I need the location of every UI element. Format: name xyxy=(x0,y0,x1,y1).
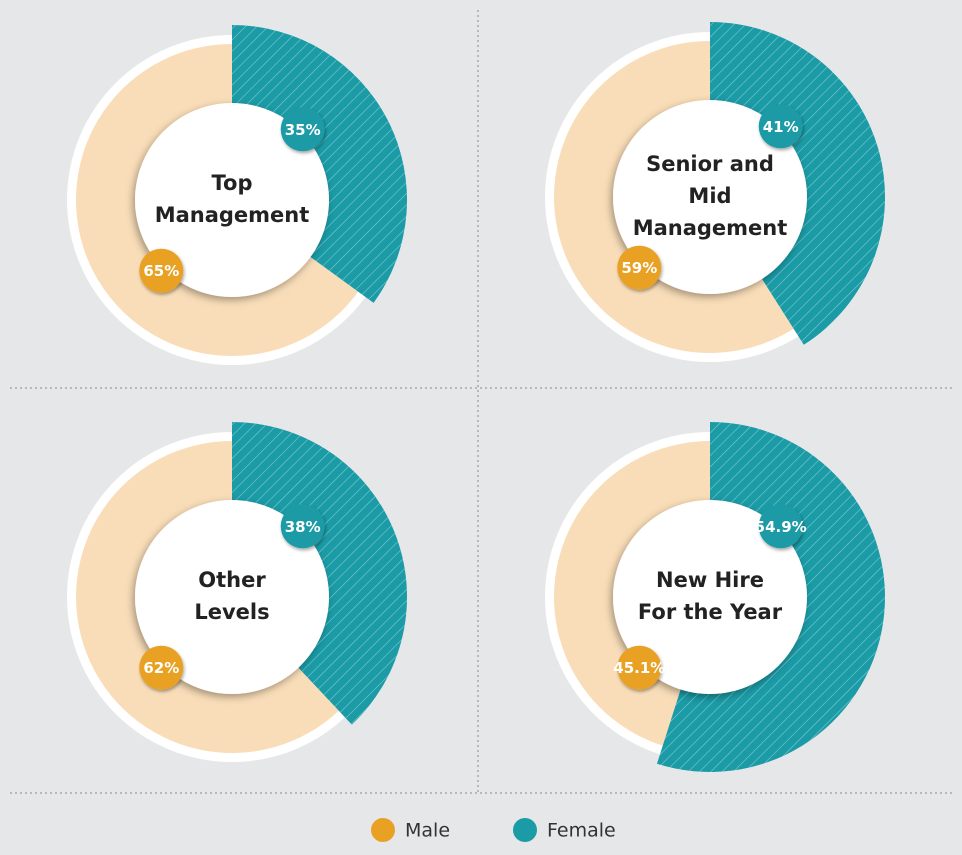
slice xyxy=(554,441,710,746)
center-label: Mid xyxy=(688,184,731,208)
value-label: 41% xyxy=(763,118,799,136)
value-badge xyxy=(617,645,662,690)
slice xyxy=(553,41,794,354)
value-label: 65% xyxy=(143,262,179,280)
legend-swatch xyxy=(513,818,537,842)
center-label: For the Year xyxy=(638,600,783,624)
donut-hole xyxy=(613,100,807,294)
value-badge xyxy=(758,104,803,149)
value-badge xyxy=(139,645,184,690)
donut-hole xyxy=(135,500,329,694)
center-label: Top xyxy=(212,171,253,195)
donut-hole xyxy=(613,500,807,694)
legend-label: Female xyxy=(547,820,616,842)
legend-swatch xyxy=(371,818,395,842)
slice-hatch xyxy=(232,25,407,303)
center-label: Levels xyxy=(194,600,269,624)
slice-hatch xyxy=(656,422,886,772)
center-label: Management xyxy=(633,216,788,240)
center-label: Management xyxy=(155,203,310,227)
value-label: 45.1% xyxy=(613,659,665,677)
value-label: 54.9% xyxy=(755,518,807,536)
slice-hatch xyxy=(710,22,886,345)
donut-hole xyxy=(135,103,329,297)
value-badge xyxy=(280,107,325,152)
value-badge xyxy=(139,248,184,293)
value-label: 38% xyxy=(285,518,321,536)
legend-label: Male xyxy=(405,820,450,842)
value-label: 35% xyxy=(285,121,321,139)
value-badge xyxy=(758,504,803,549)
center-label: New Hire xyxy=(656,568,764,592)
center-label: Senior and xyxy=(646,152,774,176)
value-label: 62% xyxy=(143,659,179,677)
slice-hatch xyxy=(232,422,407,725)
value-badge xyxy=(280,504,325,549)
center-label: Other xyxy=(198,568,266,592)
value-badge xyxy=(617,245,662,290)
value-label: 59% xyxy=(621,259,657,277)
